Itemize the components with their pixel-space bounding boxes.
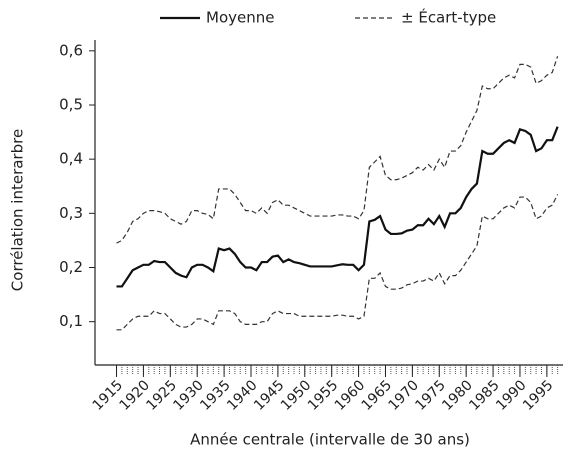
y-tick-label: 0,4 bbox=[59, 150, 83, 168]
y-axis-label: Corrélation interarbre bbox=[9, 129, 27, 291]
x-tick-label: 1940 bbox=[224, 377, 261, 414]
x-tick-label: 1935 bbox=[197, 377, 234, 414]
series-line bbox=[116, 194, 559, 331]
x-tick-label: 1925 bbox=[143, 377, 180, 414]
y-tick-label: 0,2 bbox=[59, 258, 83, 276]
x-tick-label: 1990 bbox=[493, 377, 530, 414]
y-tick-label: 0,6 bbox=[59, 41, 83, 59]
x-tick-label: 1920 bbox=[117, 377, 154, 414]
x-axis-label: Année centrale (intervalle de 30 ans) bbox=[190, 431, 470, 449]
x-tick-label: 1945 bbox=[251, 377, 288, 414]
series-line bbox=[116, 126, 559, 288]
x-tick-label: 1980 bbox=[439, 377, 476, 414]
series-line bbox=[116, 56, 559, 244]
x-tick-label: 1965 bbox=[359, 377, 396, 414]
x-tick-label: 1955 bbox=[305, 377, 342, 414]
y-tick-label: 0,5 bbox=[59, 96, 83, 114]
x-tick-label: 1960 bbox=[332, 377, 369, 414]
y-tick-label: 0,1 bbox=[59, 312, 83, 330]
legend-label: ± Écart-type bbox=[401, 8, 496, 27]
x-tick-label: 1985 bbox=[466, 377, 503, 414]
legend-label: Moyenne bbox=[206, 9, 274, 27]
y-tick-label: 0,3 bbox=[59, 204, 83, 222]
x-tick-label: 1930 bbox=[170, 377, 207, 414]
x-tick-label: 1950 bbox=[278, 377, 315, 414]
x-tick-label: 1915 bbox=[90, 377, 127, 414]
x-tick-label: 1995 bbox=[520, 377, 557, 414]
x-tick-label: 1970 bbox=[386, 377, 423, 414]
x-tick-label: 1975 bbox=[412, 377, 449, 414]
